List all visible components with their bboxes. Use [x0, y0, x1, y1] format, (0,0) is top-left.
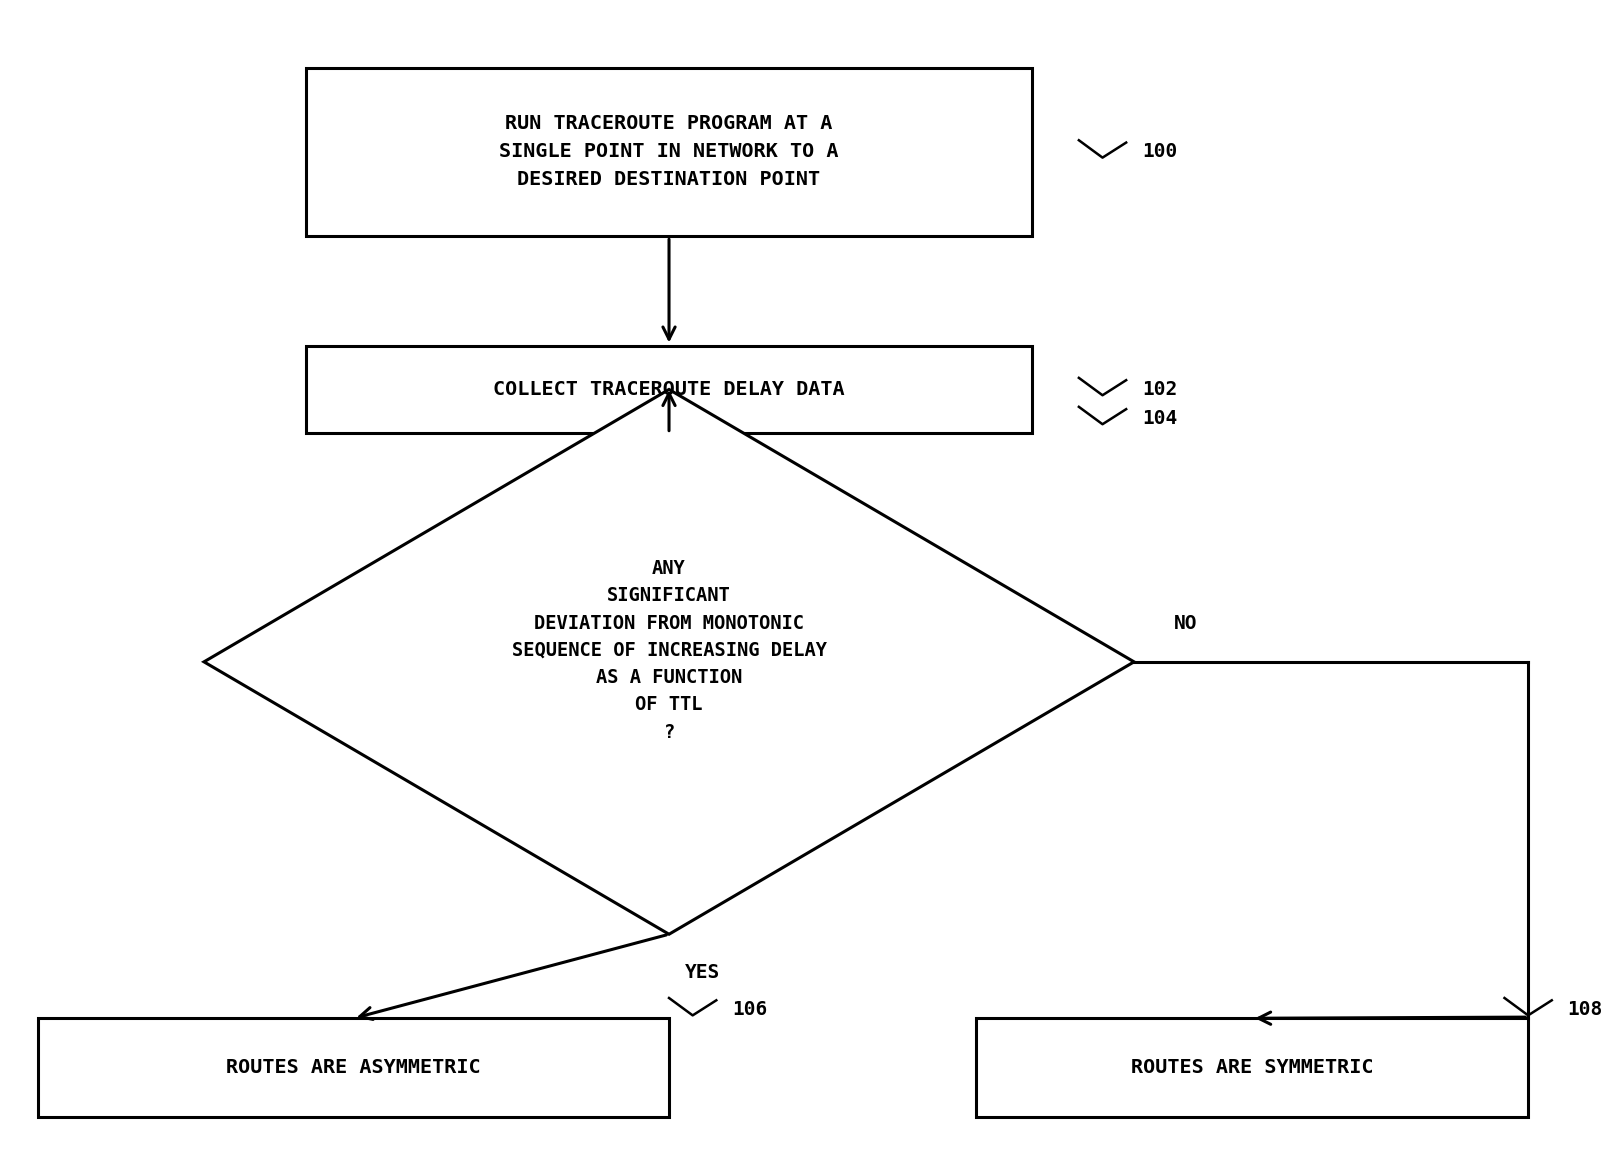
Text: 108: 108 — [1568, 1001, 1603, 1019]
Text: 102: 102 — [1142, 380, 1177, 399]
Text: 104: 104 — [1142, 409, 1177, 428]
Polygon shape — [203, 389, 1134, 934]
Text: RUN TRACEROUTE PROGRAM AT A
SINGLE POINT IN NETWORK TO A
DESIRED DESTINATION POI: RUN TRACEROUTE PROGRAM AT A SINGLE POINT… — [500, 114, 839, 189]
Text: COLLECT TRACEROUTE DELAY DATA: COLLECT TRACEROUTE DELAY DATA — [494, 380, 845, 399]
Text: YES: YES — [686, 963, 719, 982]
FancyBboxPatch shape — [39, 1018, 669, 1117]
FancyBboxPatch shape — [976, 1018, 1528, 1117]
Text: ANY
SIGNIFICANT
DEVIATION FROM MONOTONIC
SEQUENCE OF INCREASING DELAY
AS A FUNCT: ANY SIGNIFICANT DEVIATION FROM MONOTONIC… — [511, 560, 826, 741]
Text: ROUTES ARE SYMMETRIC: ROUTES ARE SYMMETRIC — [1131, 1058, 1374, 1077]
FancyBboxPatch shape — [306, 68, 1032, 236]
Text: 106: 106 — [732, 1001, 768, 1019]
Text: 100: 100 — [1142, 142, 1177, 162]
Text: NO: NO — [1173, 613, 1197, 633]
Text: ROUTES ARE ASYMMETRIC: ROUTES ARE ASYMMETRIC — [226, 1058, 481, 1077]
FancyBboxPatch shape — [306, 346, 1032, 433]
